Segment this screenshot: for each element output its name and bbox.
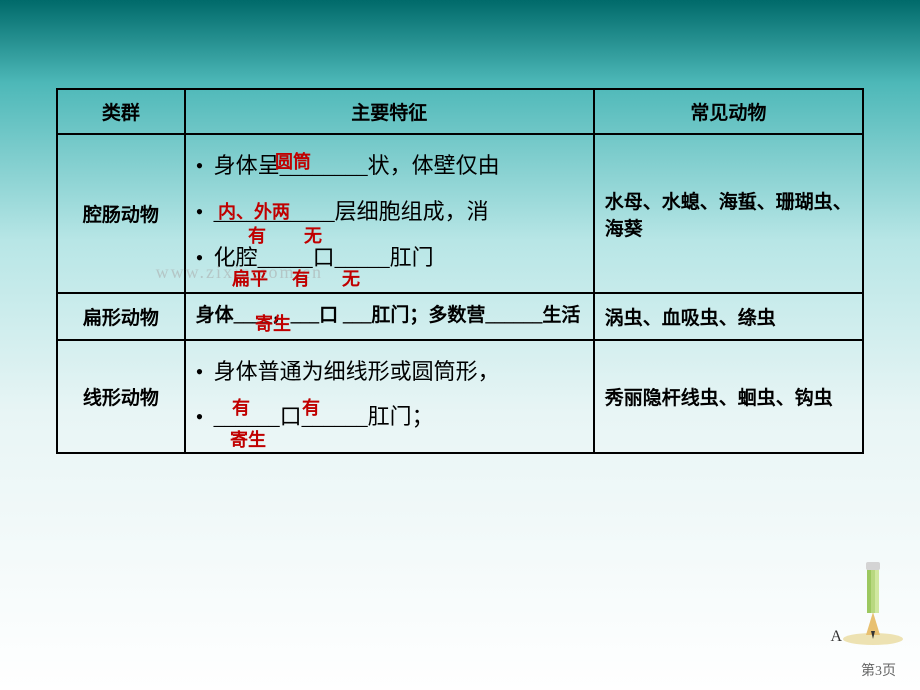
- feature-line: 身体普通为细线形或圆筒形，: [214, 351, 583, 393]
- table-header-row: 类群 主要特征 常见动物: [57, 89, 863, 134]
- answer-fill: 寄生: [255, 310, 291, 336]
- page-indicator: A: [830, 628, 842, 646]
- page-number: 第3页: [861, 660, 896, 680]
- answer-fill: 有: [302, 394, 320, 420]
- table-row: 线形动物 身体普通为细线形或圆筒形， ______口______肛门； 秀丽隐杆…: [57, 340, 863, 454]
- feature-line: ______口______肛门；: [214, 396, 583, 438]
- answer-fill: 扁平: [232, 265, 268, 291]
- table-row: 腔肠动物 身体呈________状，体壁仅由 ___________层细胞组成，…: [57, 134, 863, 293]
- answer-fill: 无: [304, 222, 322, 248]
- animals-cell: 秀丽隐杆线虫、蛔虫、钩虫: [594, 340, 863, 454]
- features-cell: 身体____，___口 ___肛门；多数营______生活: [185, 293, 594, 339]
- header-category: 类群: [57, 89, 185, 134]
- answer-fill: 有: [248, 222, 266, 248]
- answer-fill: 圆筒: [275, 148, 311, 174]
- answer-fill: 有: [292, 265, 310, 291]
- animal-classification-table: 类群 主要特征 常见动物 腔肠动物 身体呈________状，体壁仅由 ____…: [56, 88, 864, 454]
- comparison-table: 类群 主要特征 常见动物 腔肠动物 身体呈________状，体壁仅由 ____…: [56, 88, 864, 454]
- pencil-icon: [838, 557, 908, 652]
- answer-fill: 有: [232, 394, 250, 420]
- animals-cell: 水母、水螅、海蜇、珊瑚虫、海葵: [594, 134, 863, 293]
- category-cell: 线形动物: [57, 340, 185, 454]
- feature-line: 身体呈________状，体壁仅由: [214, 145, 583, 187]
- category-cell: 扁形动物: [57, 293, 185, 339]
- animals-cell: 涡虫、血吸虫、绦虫: [594, 293, 863, 339]
- answer-fill: 无: [342, 265, 360, 291]
- header-features: 主要特征: [185, 89, 594, 134]
- header-animals: 常见动物: [594, 89, 863, 134]
- answer-fill: 寄生: [230, 426, 266, 452]
- table-row: 扁形动物 身体____，___口 ___肛门；多数营______生活 涡虫、血吸…: [57, 293, 863, 339]
- answer-fill: 内、外两: [218, 198, 290, 224]
